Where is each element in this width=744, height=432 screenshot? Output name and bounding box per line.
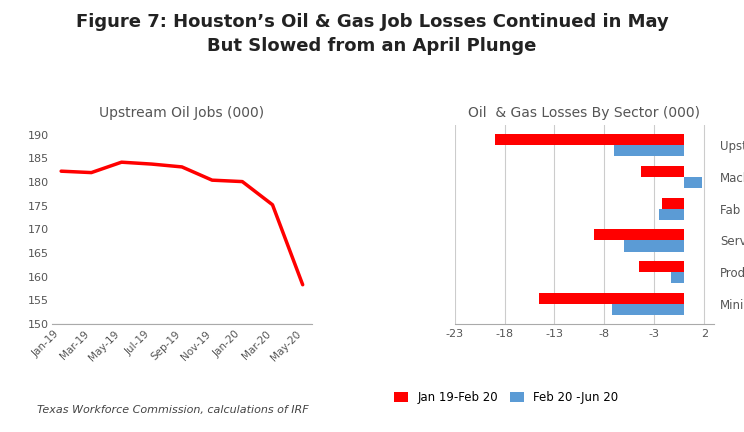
Bar [659, 209, 684, 220]
Bar [612, 304, 684, 315]
Bar [641, 166, 684, 177]
Legend: Jan 19-Feb 20, Feb 20 -Jun 20: Jan 19-Feb 20, Feb 20 -Jun 20 [389, 386, 623, 409]
Bar [615, 146, 684, 156]
Title: Upstream Oil Jobs (000): Upstream Oil Jobs (000) [100, 106, 264, 120]
Bar [594, 229, 684, 241]
Bar [684, 177, 702, 188]
Text: Texas Workforce Commission, calculations of IRF: Texas Workforce Commission, calculations… [37, 405, 309, 415]
Text: Figure 7: Houston’s Oil & Gas Job Losses Continued in May
But Slowed from an Apr: Figure 7: Houston’s Oil & Gas Job Losses… [76, 13, 668, 54]
Title: Oil  & Gas Losses By Sector (000): Oil & Gas Losses By Sector (000) [469, 106, 700, 120]
Bar [539, 293, 684, 304]
Bar [495, 134, 684, 146]
Bar [662, 198, 684, 209]
Bar [639, 261, 684, 272]
Bar [671, 272, 684, 283]
Bar [624, 241, 684, 251]
